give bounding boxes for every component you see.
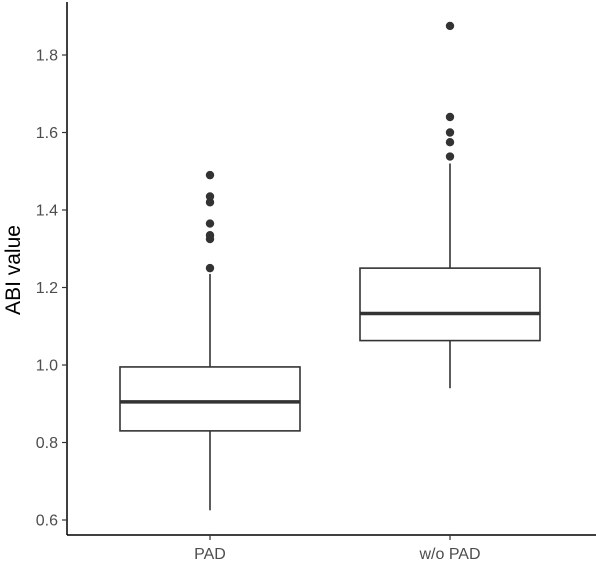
- outlier-point: [205, 198, 215, 207]
- outlier-point: [445, 21, 455, 31]
- outlier-point: [205, 192, 215, 201]
- box-iqr: [119, 366, 301, 432]
- outlier-point: [205, 230, 215, 240]
- y-tick-label: 0.8: [36, 435, 58, 452]
- box-iqr: [359, 267, 541, 342]
- y-axis-title: ABI value: [2, 225, 25, 315]
- y-tick-label: 0.6: [36, 513, 58, 530]
- y-tick-label: 1.2: [36, 280, 58, 297]
- y-tick-label: 1.0: [36, 358, 58, 375]
- outlier-point: [205, 170, 215, 180]
- outlier-point: [205, 263, 215, 273]
- outlier-point: [445, 152, 455, 161]
- outlier-point: [445, 137, 455, 147]
- y-tick-label: 1.4: [36, 203, 58, 220]
- outlier-point: [205, 219, 215, 228]
- x-tick-label: w/o PAD: [418, 546, 480, 563]
- outlier-point: [445, 128, 455, 137]
- x-tick-label: PAD: [194, 546, 226, 563]
- outlier-point: [445, 112, 455, 122]
- y-tick-label: 1.6: [36, 125, 58, 142]
- y-tick-label: 1.8: [36, 48, 58, 65]
